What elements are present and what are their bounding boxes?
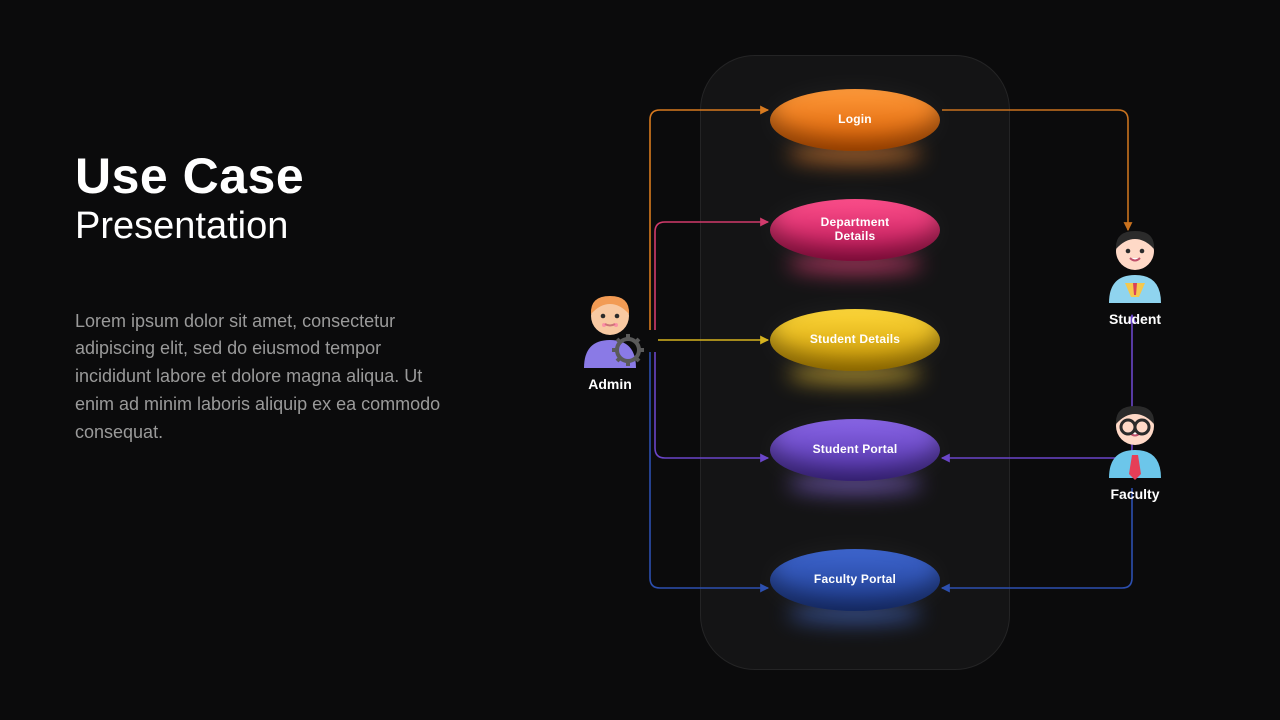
usecase-label: Student Portal [813,443,898,457]
title-block: Use Case Presentation Lorem ipsum dolor … [75,150,475,447]
faculty-icon [1090,400,1180,480]
diagram-stage: Login Department Details Student Details St… [500,0,1280,720]
actor-label: Admin [565,376,655,392]
actor-label: Student [1090,311,1180,327]
usecase-dept: Department Details [770,199,940,261]
usecase-label: Login [838,113,872,127]
usecase-label: Department Details [821,216,890,244]
usecase-label: Faculty Portal [814,573,896,587]
title-line-2: Presentation [75,205,475,248]
actor-student: Student [1090,225,1180,327]
usecase-faculty_portal: Faculty Portal [770,549,940,611]
usecase-student_portal: Student Portal [770,419,940,481]
usecase-student_details: Student Details [770,309,940,371]
usecase-label: Student Details [810,333,900,347]
body-text: Lorem ipsum dolor sit amet, consectetur … [75,308,445,447]
admin-icon [565,290,655,370]
usecase-login: Login [770,89,940,151]
actor-admin: Admin [565,290,655,392]
title-line-1: Use Case [75,150,475,203]
student-icon [1090,225,1180,305]
actor-faculty: Faculty [1090,400,1180,502]
actor-label: Faculty [1090,486,1180,502]
